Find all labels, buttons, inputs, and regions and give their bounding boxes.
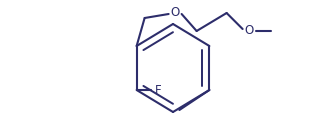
Text: O: O bbox=[244, 24, 253, 38]
Text: O: O bbox=[170, 7, 179, 20]
Text: F: F bbox=[155, 84, 161, 97]
